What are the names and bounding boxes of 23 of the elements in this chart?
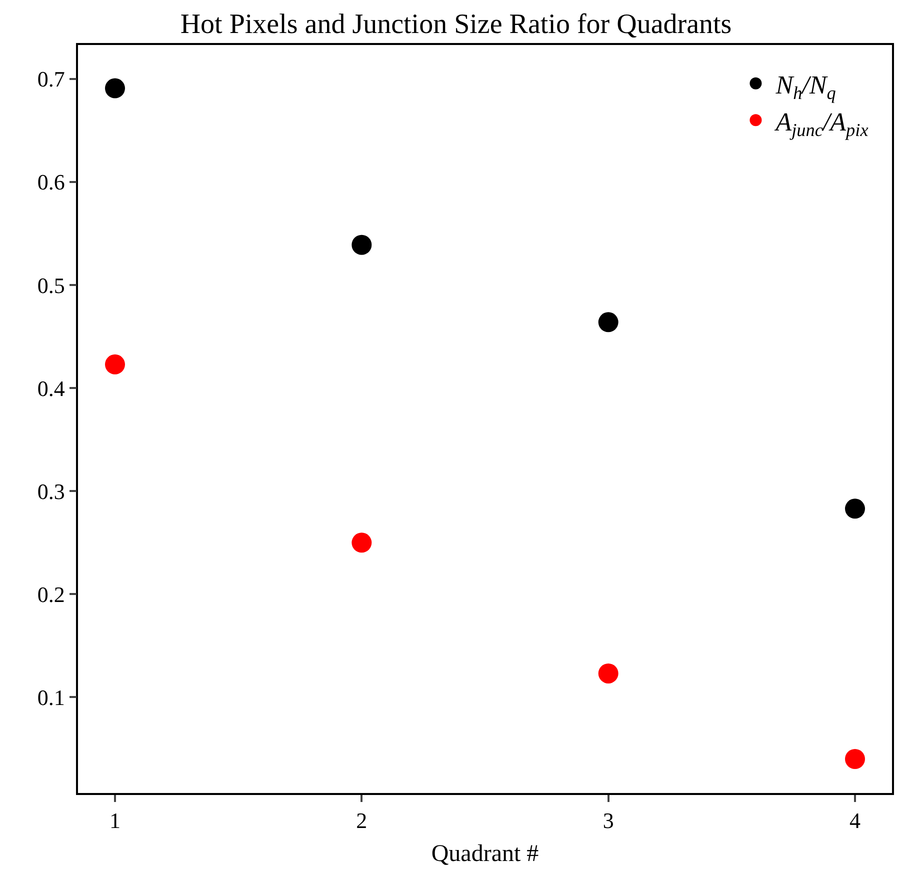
y-tick-label: 0.7 — [37, 66, 65, 92]
x-tick-label: 2 — [356, 808, 368, 834]
y-tick-label: 0.6 — [37, 170, 65, 195]
y-tick-label: 0.2 — [37, 582, 65, 607]
point — [845, 749, 865, 769]
point — [105, 354, 125, 374]
x-tick-label: 3 — [602, 808, 614, 834]
point — [598, 312, 618, 332]
y-tick-label: 0.1 — [37, 684, 65, 710]
x-axis-title: Quadrant # — [431, 840, 539, 867]
legend-label: N$_{h}$/N$_{q}$ — [774, 70, 836, 103]
y-tick-label: 0.4 — [37, 376, 65, 401]
y-tick-label: 0.5 — [37, 272, 65, 298]
y-tick-label: 0.3 — [37, 478, 65, 504]
point — [105, 78, 125, 98]
x-tick-label: 1 — [110, 808, 120, 834]
point — [352, 234, 372, 255]
point — [845, 498, 865, 519]
legend-label: A$_{junc}$/A$_{pix}$ — [774, 107, 868, 140]
point — [598, 663, 618, 684]
chart-title: Hot Pixels and Junction Size Ratio for Quadrants — [180, 8, 732, 40]
x-tick-label: 4 — [850, 808, 860, 834]
point — [352, 532, 372, 553]
